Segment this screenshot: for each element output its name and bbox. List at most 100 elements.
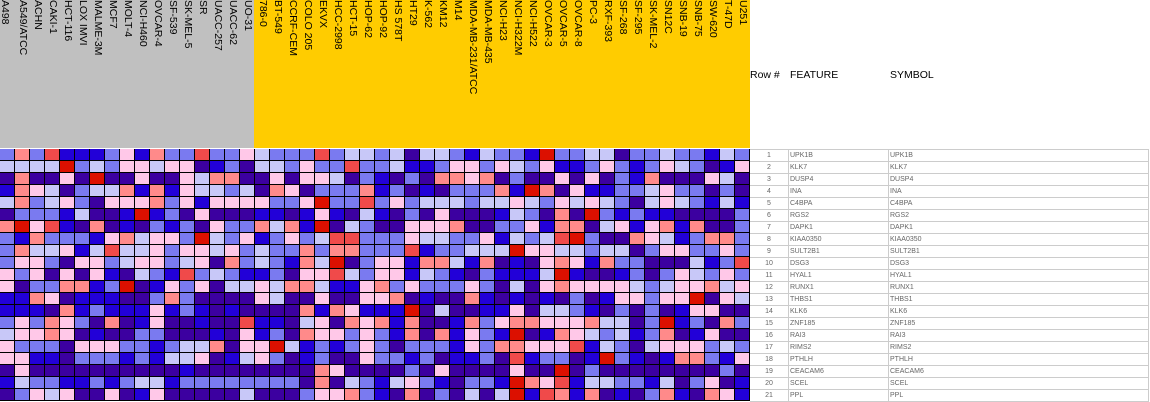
heatmap-cell bbox=[270, 161, 285, 173]
heatmap-cell bbox=[345, 257, 360, 269]
heatmap-cell bbox=[225, 377, 240, 389]
heatmap-cell bbox=[345, 353, 360, 365]
table-row[interactable]: 13 THBS1 THBS1 bbox=[750, 294, 1149, 306]
heatmap-cell bbox=[705, 293, 720, 305]
heatmap-cell bbox=[270, 233, 285, 245]
column-label: UO-31 bbox=[242, 0, 254, 31]
table-row[interactable]: 15 ZNF185 ZNF185 bbox=[750, 318, 1149, 330]
heatmap-cell bbox=[285, 377, 300, 389]
table-row[interactable]: 18 PTHLH PTHLH bbox=[750, 354, 1149, 366]
heatmap-cell bbox=[585, 353, 600, 365]
heatmap-cell bbox=[270, 353, 285, 365]
heatmap-cell bbox=[540, 269, 555, 281]
heatmap-cell bbox=[15, 377, 30, 389]
heatmap-cell bbox=[210, 161, 225, 173]
heatmap-cell bbox=[165, 281, 180, 293]
table-row[interactable]: 1 UPK1B UPK1B bbox=[750, 150, 1149, 162]
heatmap-cell bbox=[615, 329, 630, 341]
heatmap-cell bbox=[615, 377, 630, 389]
heatmap-cell bbox=[180, 149, 195, 161]
table-row[interactable]: 19 CEACAM6 CEACAM6 bbox=[750, 366, 1149, 378]
heatmap-cell bbox=[30, 317, 45, 329]
heatmap-cell bbox=[390, 317, 405, 329]
table-row[interactable]: 17 RIMS2 RIMS2 bbox=[750, 342, 1149, 354]
heatmap-cell bbox=[180, 293, 195, 305]
row-number: 1 bbox=[750, 150, 789, 161]
heatmap-cell bbox=[375, 365, 390, 377]
heatmap-cell bbox=[705, 161, 720, 173]
table-row[interactable]: 14 KLK6 KLK6 bbox=[750, 306, 1149, 318]
heatmap-cell bbox=[555, 377, 570, 389]
heatmap-cell bbox=[540, 281, 555, 293]
table-row[interactable]: 16 RAI3 RAI3 bbox=[750, 330, 1149, 342]
heatmap-cell bbox=[705, 317, 720, 329]
heatmap-cell bbox=[150, 281, 165, 293]
heatmap-cell bbox=[0, 269, 15, 281]
heatmap-cell bbox=[285, 353, 300, 365]
row-number: 11 bbox=[750, 270, 789, 281]
heatmap-cell bbox=[345, 269, 360, 281]
heatmap-cell bbox=[135, 341, 150, 353]
heatmap-cell bbox=[315, 173, 330, 185]
heatmap-cell bbox=[405, 209, 420, 221]
heatmap-cell bbox=[135, 149, 150, 161]
heatmap-cell bbox=[630, 281, 645, 293]
heatmap-cell bbox=[480, 209, 495, 221]
feature-name: RGS2 bbox=[790, 210, 889, 221]
heatmap-cell bbox=[45, 221, 60, 233]
heatmap-cell bbox=[510, 161, 525, 173]
table-row[interactable]: 10 DSG3 DSG3 bbox=[750, 258, 1149, 270]
heatmap-cell bbox=[600, 149, 615, 161]
heatmap-cell bbox=[675, 173, 690, 185]
table-row[interactable]: 12 RUNX1 RUNX1 bbox=[750, 282, 1149, 294]
heatmap-cell bbox=[75, 197, 90, 209]
heatmap-cell bbox=[675, 305, 690, 317]
heatmap-cell bbox=[600, 329, 615, 341]
heatmap-cell bbox=[360, 245, 375, 257]
table-row[interactable]: 6 RGS2 RGS2 bbox=[750, 210, 1149, 222]
table-row[interactable]: 20 SCEL SCEL bbox=[750, 378, 1149, 390]
table-row[interactable]: 3 DUSP4 DUSP4 bbox=[750, 174, 1149, 186]
table-row[interactable]: 8 KIAA0350 KIAA0350 bbox=[750, 234, 1149, 246]
heatmap-cell bbox=[210, 341, 225, 353]
heatmap-cell bbox=[150, 173, 165, 185]
heatmap-cell bbox=[255, 233, 270, 245]
heatmap-cell bbox=[210, 353, 225, 365]
gene-symbol: DAPK1 bbox=[890, 224, 913, 231]
heatmap-cell bbox=[45, 149, 60, 161]
heatmap-cell bbox=[165, 161, 180, 173]
heatmap-cell bbox=[15, 173, 30, 185]
heatmap-cell bbox=[180, 353, 195, 365]
table-row[interactable]: 7 DAPK1 DAPK1 bbox=[750, 222, 1149, 234]
heatmap-cell bbox=[360, 233, 375, 245]
heatmap-cell bbox=[690, 149, 705, 161]
heatmap-cell bbox=[195, 305, 210, 317]
heatmap-cell bbox=[195, 269, 210, 281]
heatmap-cell bbox=[525, 341, 540, 353]
heatmap-cell bbox=[15, 341, 30, 353]
heatmap-cell bbox=[555, 389, 570, 401]
table-row[interactable]: 21 PPL PPL bbox=[750, 390, 1149, 402]
heatmap-cell bbox=[30, 173, 45, 185]
table-row[interactable]: 5 C4BPA C4BPA bbox=[750, 198, 1149, 210]
heatmap-cell bbox=[180, 185, 195, 197]
heatmap-cell bbox=[390, 161, 405, 173]
column-label: U251 bbox=[737, 0, 749, 26]
heatmap-cell bbox=[360, 209, 375, 221]
heatmap-cell bbox=[690, 317, 705, 329]
column-label: RXF-393 bbox=[602, 0, 614, 43]
feature-name: KLK7 bbox=[790, 162, 889, 173]
table-row[interactable]: 4 INA INA bbox=[750, 186, 1149, 198]
heatmap-cell bbox=[660, 281, 675, 293]
heatmap-cell bbox=[0, 389, 15, 401]
heatmap-cell bbox=[195, 329, 210, 341]
heatmap-cell bbox=[480, 257, 495, 269]
heatmap-cell bbox=[255, 197, 270, 209]
heatmap-cell bbox=[495, 317, 510, 329]
heatmap-cell bbox=[660, 149, 675, 161]
heatmap-cell bbox=[240, 281, 255, 293]
column-label: SF-295 bbox=[632, 0, 644, 35]
table-row[interactable]: 11 HYAL1 HYAL1 bbox=[750, 270, 1149, 282]
table-row[interactable]: 9 SULT2B1 SULT2B1 bbox=[750, 246, 1149, 258]
table-row[interactable]: 2 KLK7 KLK7 bbox=[750, 162, 1149, 174]
